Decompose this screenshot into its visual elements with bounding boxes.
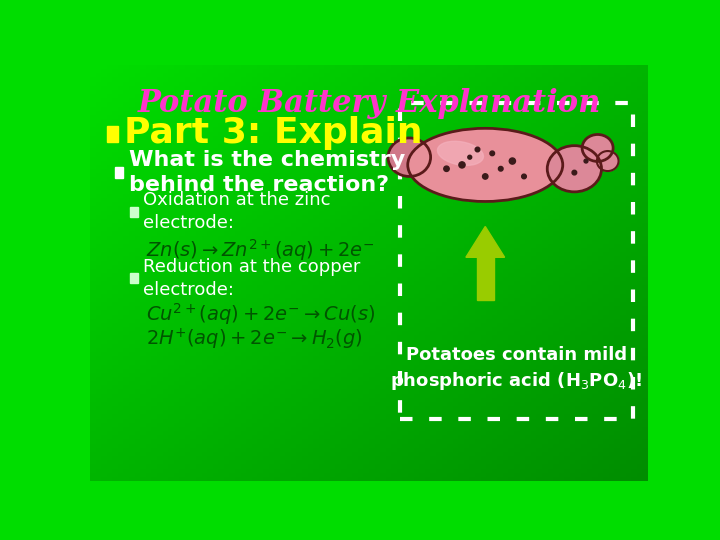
Text: $Zn(s) \rightarrow Zn^{2+}(aq) + 2e^{-}$: $Zn(s) \rightarrow Zn^{2+}(aq) + 2e^{-}$ [145,237,374,262]
Circle shape [584,159,588,163]
Circle shape [509,158,516,164]
Text: $2H^{+}(aq) + 2e^{-} \rightarrow H_2(g)$: $2H^{+}(aq) + 2e^{-} \rightarrow H_2(g)$ [145,327,363,352]
Circle shape [522,174,526,179]
Bar [477,257,494,300]
Text: Part 3: Explain: Part 3: Explain [124,116,423,150]
Text: $Cu^{2+}(aq) + 2e^{-} \rightarrow Cu(s)$: $Cu^{2+}(aq) + 2e^{-} \rightarrow Cu(s)$ [145,301,375,327]
Text: Potato Battery Explanation: Potato Battery Explanation [138,88,600,119]
Circle shape [459,162,465,168]
Bar [130,207,138,217]
Text: Reduction at the copper
electrode:: Reduction at the copper electrode: [143,258,360,299]
Circle shape [498,166,503,171]
Ellipse shape [547,146,601,192]
Circle shape [475,147,480,152]
Text: Potatoes contain mild
phosphoric acid (H$_3$PO$_4$)!: Potatoes contain mild phosphoric acid (H… [390,346,642,392]
Circle shape [444,166,449,171]
Ellipse shape [438,141,483,165]
Ellipse shape [408,129,563,201]
Text: Oxidation at the zinc
electrode:: Oxidation at the zinc electrode: [143,191,330,232]
Ellipse shape [597,151,618,171]
Bar [107,126,118,142]
Bar [114,167,123,178]
Circle shape [468,156,472,159]
Bar [400,103,632,419]
Circle shape [572,170,577,175]
Bar [130,273,138,284]
Ellipse shape [582,134,613,161]
Polygon shape [466,226,505,257]
Circle shape [490,151,495,156]
Text: What is the chemistry
behind the reaction?: What is the chemistry behind the reactio… [129,150,405,195]
Circle shape [482,174,488,179]
Ellipse shape [388,138,431,177]
